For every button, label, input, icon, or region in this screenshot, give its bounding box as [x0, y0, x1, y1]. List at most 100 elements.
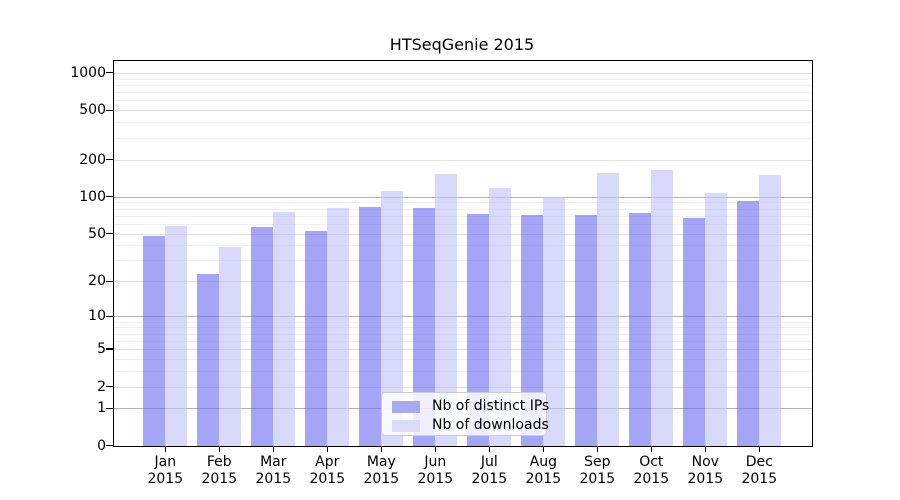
- legend-item-downloads: Nb of downloads: [392, 417, 549, 434]
- x-tick-label-may: May 2015: [349, 454, 413, 488]
- gridline-minor: [114, 100, 812, 102]
- gridline-10: [114, 316, 812, 318]
- gridline-50: [114, 233, 812, 235]
- gridline-minor: [114, 333, 812, 335]
- y-tick-mark: [106, 72, 114, 74]
- x-tick-year: 2015: [687, 471, 724, 487]
- x-tick-mark: [758, 446, 760, 452]
- gridline-minor: [114, 122, 812, 124]
- gridline-minor: [114, 137, 812, 139]
- legend-swatch-downloads: [392, 419, 420, 432]
- y-tick-label: 500: [79, 102, 106, 119]
- x-tick-month: May: [366, 454, 396, 470]
- bar-downloads-mar: [273, 212, 296, 446]
- bar-downloads-jan: [165, 225, 188, 446]
- gridline-minor: [114, 223, 812, 225]
- bar-ips-jul: [467, 213, 490, 446]
- x-tick-month: Jun: [424, 454, 447, 470]
- bar-downloads-jul: [489, 188, 512, 446]
- x-tick-month: Aug: [529, 454, 557, 470]
- bar-downloads-jun: [435, 173, 458, 446]
- x-tick-label-feb: Feb 2015: [187, 454, 251, 488]
- x-tick-mark: [650, 446, 652, 452]
- y-tick-label: 1000: [70, 64, 106, 81]
- x-tick-label-oct: Oct 2015: [619, 454, 683, 488]
- gridline-minor: [114, 202, 812, 204]
- gridline-minor: [114, 245, 812, 247]
- gridline-minor: [114, 371, 812, 372]
- x-tick-label-mar: Mar 2015: [241, 454, 305, 488]
- x-tick-label-jul: Jul 2015: [457, 454, 521, 488]
- x-tick-month: Jan: [154, 454, 177, 470]
- x-tick-label-jun: Jun 2015: [403, 454, 467, 488]
- x-tick-month: Sep: [584, 454, 611, 470]
- x-tick-label-dec: Dec 2015: [727, 454, 791, 488]
- bar-ips-jan: [143, 235, 166, 446]
- y-tick-label: 100: [79, 188, 106, 205]
- x-tick-year: 2015: [255, 471, 292, 487]
- x-tick-mark: [488, 446, 490, 452]
- bar-ips-sep: [575, 214, 598, 446]
- x-tick-mark: [164, 446, 166, 452]
- gridline-200: [114, 159, 812, 161]
- x-tick-month: Jul: [480, 454, 498, 470]
- legend-item-distinct-ips: Nb of distinct IPs: [392, 398, 550, 415]
- bar-ips-nov: [683, 218, 706, 446]
- gridline-500: [114, 110, 812, 112]
- x-tick-month: Feb: [206, 454, 232, 470]
- gridline-5: [114, 349, 812, 351]
- gridline-minor: [114, 358, 812, 360]
- y-tick-mark: [106, 385, 114, 388]
- y-tick-mark: [106, 232, 114, 235]
- x-tick-year: 2015: [633, 471, 670, 487]
- x-tick-label-jan: Jan 2015: [133, 454, 197, 488]
- gridline-minor: [114, 215, 812, 217]
- x-tick-year: 2015: [579, 471, 616, 487]
- x-tick-year: 2015: [417, 471, 454, 487]
- bar-downloads-aug: [543, 196, 566, 446]
- gridline-minor: [114, 92, 812, 94]
- bar-downloads-may: [381, 191, 404, 446]
- bar-ips-may: [359, 206, 382, 446]
- gridline-minor: [114, 78, 812, 80]
- legend-label-distinct-ips: Nb of distinct IPs: [432, 398, 550, 414]
- x-tick-year: 2015: [309, 471, 346, 487]
- x-tick-mark: [326, 446, 328, 452]
- x-tick-mark: [542, 446, 544, 452]
- bar-downloads-feb: [219, 246, 242, 446]
- y-tick-mark: [106, 158, 114, 161]
- bar-ips-feb: [197, 274, 220, 446]
- x-tick-year: 2015: [471, 471, 508, 487]
- y-tick-mark: [106, 445, 114, 447]
- x-tick-label-nov: Nov 2015: [673, 454, 737, 488]
- y-tick-label: 20: [88, 273, 106, 290]
- x-tick-mark: [434, 446, 436, 452]
- gridline-minor: [114, 321, 812, 323]
- y-tick-mark: [106, 407, 114, 410]
- gridline-minor: [114, 340, 812, 342]
- y-tick-label: 2: [97, 378, 106, 395]
- bar-ips-dec: [737, 201, 760, 446]
- legend-label-downloads: Nb of downloads: [432, 417, 549, 433]
- bar-ips-jun: [413, 207, 436, 446]
- x-tick-mark: [218, 446, 220, 452]
- legend-swatch-distinct-ips: [392, 400, 420, 413]
- gridline-minor: [114, 327, 812, 329]
- bar-ips-apr: [305, 230, 328, 446]
- y-tick-mark: [106, 196, 114, 198]
- bar-downloads-nov: [705, 193, 728, 446]
- plot-area: Nb of distinct IPs Nb of downloads 0 1 2 5 1…: [70, 60, 813, 487]
- gridline-minor: [114, 208, 812, 210]
- x-tick-mark: [596, 446, 598, 452]
- y-tick-label: 200: [79, 151, 106, 168]
- gridline-1000: [114, 72, 812, 74]
- x-tick-mark: [272, 446, 274, 452]
- y-tick-mark: [106, 348, 114, 350]
- x-tick-month: Apr: [315, 454, 340, 470]
- y-tick-label: 0: [97, 437, 106, 454]
- y-tick-label: 10: [88, 308, 106, 325]
- gridline-minor: [114, 84, 812, 86]
- x-tick-mark: [704, 446, 706, 452]
- y-tick-label: 1: [97, 400, 106, 417]
- gridline-2: [114, 386, 812, 388]
